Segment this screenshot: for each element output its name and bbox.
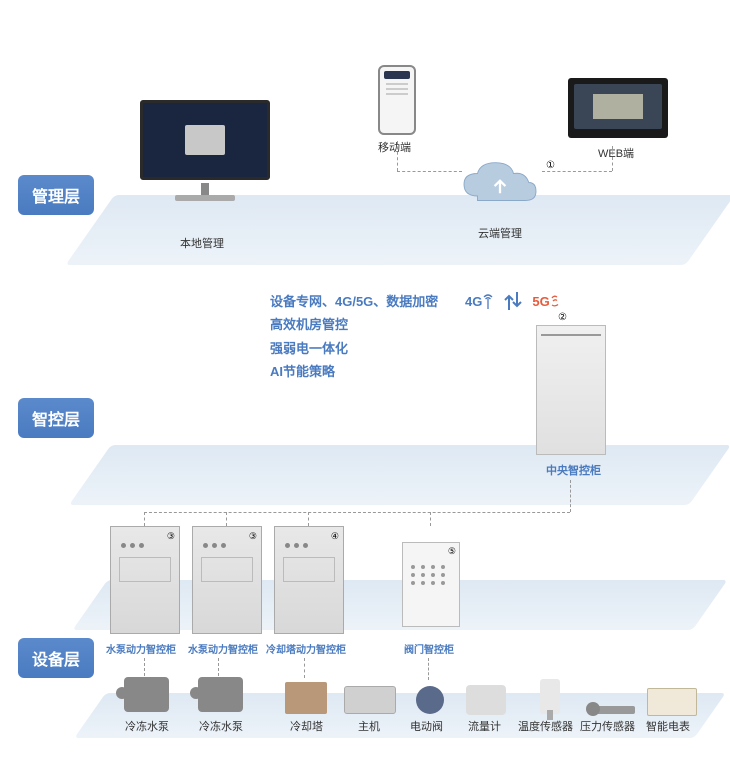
dev-pump1 <box>118 674 174 714</box>
tower-icon <box>285 682 327 714</box>
circle-3b: ③ <box>249 531 257 542</box>
monitor-container <box>140 100 270 180</box>
cv-d3 <box>304 658 305 678</box>
cv-d2 <box>218 658 219 676</box>
monitor-icon <box>140 100 270 180</box>
central-cabinet-icon <box>536 325 606 455</box>
feature-1: 设备专网、4G/5G、数据加密 <box>270 290 438 313</box>
pump-cabinet-2: ③ <box>192 526 262 634</box>
pump1-label: 水泵动力智控柜 <box>106 641 176 656</box>
pump2-label: 水泵动力智控柜 <box>188 641 258 656</box>
conn-central-down <box>570 480 571 512</box>
circle-2: ② <box>558 312 567 323</box>
meter-icon <box>647 688 697 716</box>
central-cabinet-container <box>536 325 606 455</box>
web-container <box>568 78 668 138</box>
dev-tower <box>278 678 334 718</box>
d1-label: 冷冻水泵 <box>125 718 169 734</box>
network-icons: 4G 5G <box>465 290 560 312</box>
valve-icon <box>416 686 444 714</box>
pump-cabinet-1: ③ <box>110 526 180 634</box>
valve-cabinet-icon: ⑤ <box>402 542 460 627</box>
circle-4: ④ <box>331 531 339 542</box>
conn-v3 <box>308 512 309 526</box>
conn-horiz-wc <box>542 171 612 172</box>
feature-list: 设备专网、4G/5G、数据加密 高效机房管控 强弱电一体化 AI节能策略 <box>270 290 438 384</box>
cv-d1 <box>144 658 145 676</box>
d5-label: 电动阀 <box>410 718 443 734</box>
dev-host <box>342 680 398 720</box>
circle-5: ⑤ <box>448 546 456 557</box>
dev-pump2 <box>192 674 248 714</box>
cabinet-icon: ④ <box>274 526 344 634</box>
tower-cab-label: 冷却塔动力智控柜 <box>266 641 346 656</box>
conn-central-horiz <box>144 512 570 513</box>
d4-label: 主机 <box>358 718 380 734</box>
pump-icon <box>124 677 169 712</box>
tower-cabinet: ④ <box>274 526 344 634</box>
flow-icon <box>466 685 506 715</box>
conn-v4 <box>430 512 431 526</box>
plane-control-top <box>69 445 730 505</box>
mobile-label: 移动端 <box>378 139 411 155</box>
central-cabinet-label: 中央智控柜 <box>546 462 601 478</box>
temp-sensor-icon <box>540 679 560 714</box>
dev-meter <box>644 682 700 722</box>
web-label: WEB端 <box>598 145 634 161</box>
feature-3: 强弱电一体化 <box>270 337 438 360</box>
layer-label-management: 管理层 <box>18 175 94 215</box>
web-icon <box>568 78 668 138</box>
g4-label: 4G <box>465 293 494 309</box>
pressure-sensor-icon <box>590 706 635 714</box>
dev-temp <box>522 676 578 716</box>
conn-web-cloud <box>612 146 613 171</box>
layer-label-control: 智控层 <box>18 398 94 438</box>
conn-v1 <box>144 512 145 526</box>
cv-d5 <box>428 658 429 680</box>
feature-4: AI节能策略 <box>270 360 438 383</box>
circle-1: ① <box>546 160 555 171</box>
feature-2: 高效机房管控 <box>270 313 438 336</box>
valve-cab-label: 阀门智控柜 <box>404 641 454 656</box>
phone-icon <box>378 65 416 135</box>
conn-phone-cloud <box>397 141 398 171</box>
phone-container <box>378 65 416 135</box>
conn-horiz-pc <box>397 171 462 172</box>
pump-icon <box>198 677 243 712</box>
conn-v2 <box>226 512 227 526</box>
dev-flow <box>458 680 514 720</box>
updown-arrows-icon <box>504 290 522 312</box>
d6-label: 流量计 <box>468 718 501 734</box>
valve-cabinet: ⑤ <box>402 542 460 627</box>
d9-label: 智能电表 <box>646 718 690 734</box>
g5-label: 5G <box>532 294 559 309</box>
plane-management <box>65 195 730 265</box>
layer-label-device: 设备层 <box>18 638 94 678</box>
d8-label: 压力传感器 <box>580 718 635 734</box>
circle-3a: ③ <box>167 531 175 542</box>
cloud-icon <box>455 155 545 210</box>
d7-label: 温度传感器 <box>518 718 573 734</box>
dev-valve <box>402 680 458 720</box>
d3-label: 冷却塔 <box>290 718 323 734</box>
local-label: 本地管理 <box>180 235 224 251</box>
cabinet-icon: ③ <box>192 526 262 634</box>
cloud-label: 云端管理 <box>478 225 522 241</box>
cabinet-icon: ③ <box>110 526 180 634</box>
d2-label: 冷冻水泵 <box>199 718 243 734</box>
host-icon <box>344 686 396 714</box>
